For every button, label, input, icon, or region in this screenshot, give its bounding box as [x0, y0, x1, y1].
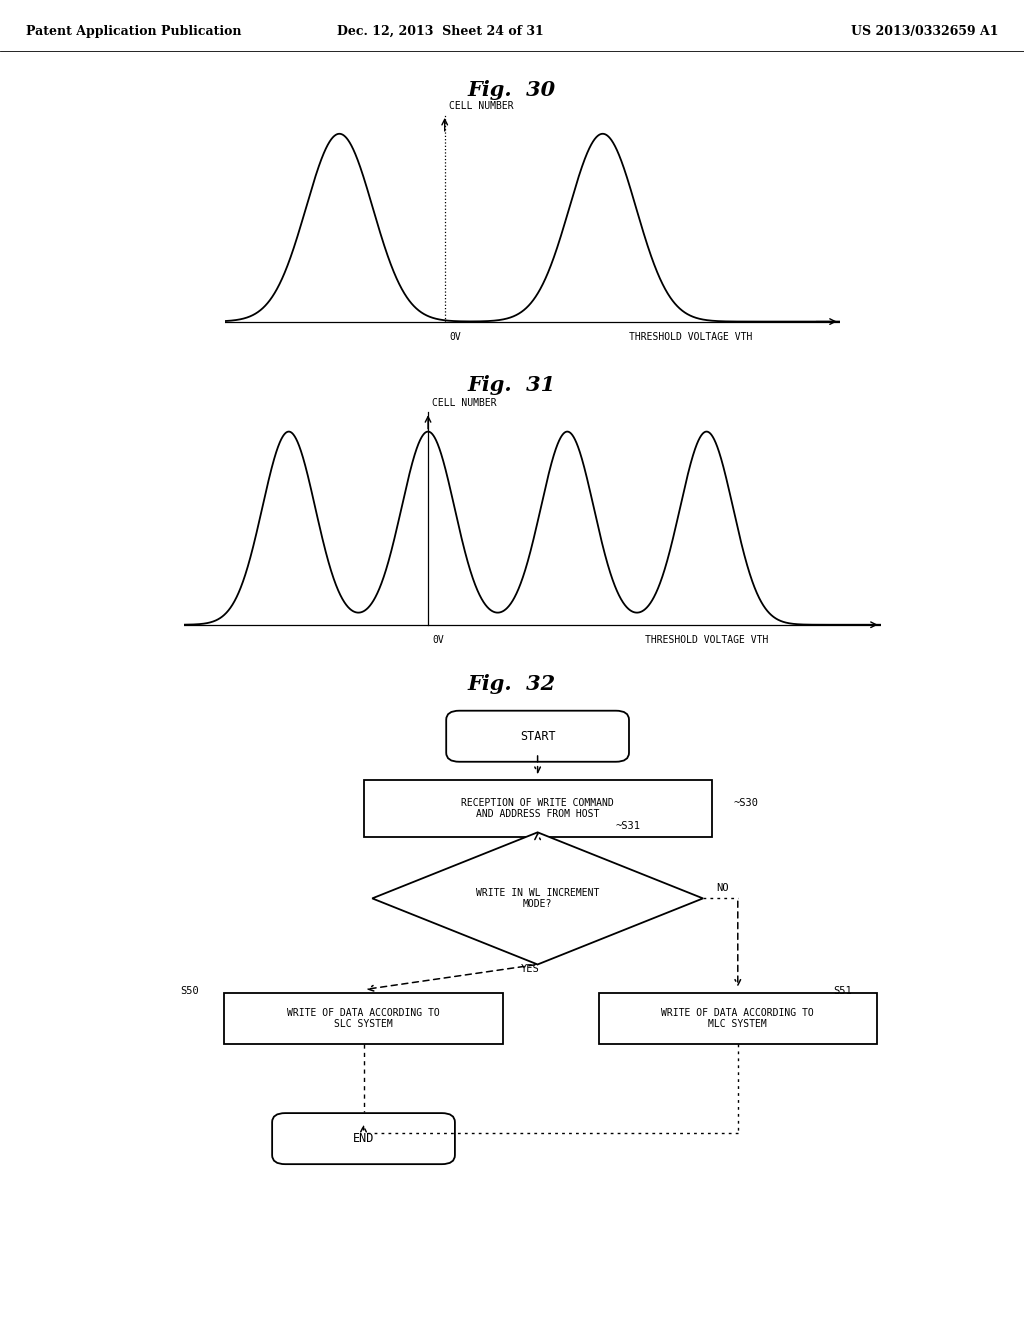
Text: THRESHOLD VOLTAGE VTH: THRESHOLD VOLTAGE VTH: [629, 331, 753, 342]
Text: 0V: 0V: [450, 331, 461, 342]
Polygon shape: [373, 833, 702, 965]
Text: CELL NUMBER: CELL NUMBER: [450, 102, 514, 111]
Text: Dec. 12, 2013  Sheet 24 of 31: Dec. 12, 2013 Sheet 24 of 31: [337, 25, 544, 37]
FancyBboxPatch shape: [272, 1113, 455, 1164]
Bar: [224, 993, 503, 1044]
Text: NO: NO: [716, 883, 728, 892]
Text: S50: S50: [180, 986, 200, 997]
Text: WRITE OF DATA ACCORDING TO
MLC SYSTEM: WRITE OF DATA ACCORDING TO MLC SYSTEM: [662, 1007, 814, 1030]
Bar: [598, 993, 877, 1044]
Text: Fig.  32: Fig. 32: [468, 673, 556, 694]
Bar: [364, 780, 712, 837]
Text: S51: S51: [834, 986, 852, 997]
Text: YES: YES: [521, 965, 540, 974]
Text: RECEPTION OF WRITE COMMAND
AND ADDRESS FROM HOST: RECEPTION OF WRITE COMMAND AND ADDRESS F…: [461, 797, 614, 820]
Text: THRESHOLD VOLTAGE VTH: THRESHOLD VOLTAGE VTH: [645, 635, 768, 645]
Text: US 2013/0332659 A1: US 2013/0332659 A1: [851, 25, 998, 37]
Text: WRITE OF DATA ACCORDING TO
SLC SYSTEM: WRITE OF DATA ACCORDING TO SLC SYSTEM: [287, 1007, 440, 1030]
Text: Patent Application Publication: Patent Application Publication: [26, 25, 241, 37]
Text: END: END: [353, 1133, 374, 1146]
Text: Fig.  30: Fig. 30: [468, 79, 556, 100]
Text: START: START: [520, 730, 555, 743]
Text: Fig.  31: Fig. 31: [468, 375, 556, 396]
Text: WRITE IN WL INCREMENT
MODE?: WRITE IN WL INCREMENT MODE?: [476, 887, 599, 909]
Text: CELL NUMBER: CELL NUMBER: [431, 399, 497, 408]
Text: 0V: 0V: [432, 635, 444, 645]
Text: ~S31: ~S31: [616, 821, 641, 832]
FancyBboxPatch shape: [446, 710, 629, 762]
Text: ~S30: ~S30: [733, 799, 759, 808]
